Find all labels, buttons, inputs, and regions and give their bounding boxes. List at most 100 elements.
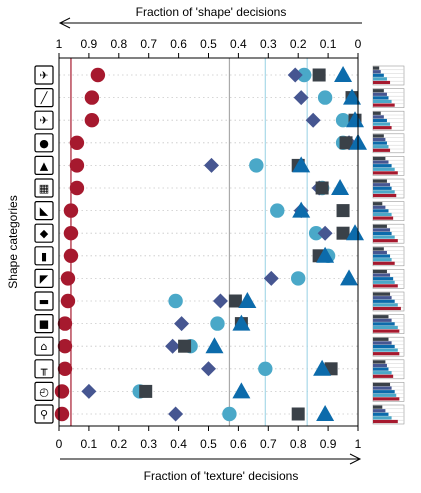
- mini-bar: [373, 126, 392, 130]
- square-marker: [339, 136, 353, 150]
- mini-bar: [373, 318, 392, 322]
- mini-bar: [373, 115, 384, 119]
- mini-bar: [373, 322, 395, 326]
- mini-bar: [373, 231, 392, 236]
- mini-bar: [373, 344, 395, 349]
- mini-bar: [373, 118, 387, 123]
- mini-bar: [373, 325, 398, 330]
- triangle-marker: [232, 382, 251, 399]
- dog-icon: ▲: [40, 159, 49, 172]
- category-icon-frame: [34, 359, 54, 379]
- circle-marker: [291, 271, 306, 286]
- triangle-marker: [316, 405, 335, 421]
- bottom-axis-tick-label: 0.4: [170, 437, 187, 451]
- mini-bar: [373, 183, 391, 187]
- bear-icon: ●: [39, 137, 49, 150]
- mini-bar: [373, 141, 387, 145]
- mini-bar: [373, 315, 389, 319]
- mini-bar: [373, 412, 389, 416]
- mini-bar: [373, 386, 392, 390]
- mini-bar: [373, 277, 394, 281]
- mini-bar: [373, 96, 389, 100]
- category-icon-frame: [34, 291, 54, 311]
- triangle-marker: [292, 201, 311, 218]
- circle-marker: [317, 90, 333, 105]
- mini-bar: [373, 367, 389, 371]
- bottom-axis-tick-label: 0.2: [110, 437, 127, 451]
- mini-bar: [373, 269, 387, 274]
- circle-marker: [69, 158, 85, 173]
- mini-bar: [373, 77, 387, 81]
- category-icon-frame: [34, 133, 54, 153]
- mini-bar: [373, 205, 386, 209]
- triangle-marker: [343, 88, 362, 105]
- mini-bar: [373, 306, 401, 311]
- category-icon-frame: [34, 268, 54, 288]
- top-axis-tick-label: 0.3: [260, 37, 277, 51]
- bird-icon: ◤: [40, 272, 49, 285]
- category-icon-frame: [34, 87, 54, 108]
- mini-bar: [373, 258, 392, 262]
- mini-bar: [373, 111, 381, 115]
- square-marker: [291, 407, 305, 421]
- mini-bar: [373, 186, 392, 190]
- mini-bar: [373, 284, 398, 288]
- mini-bar: [373, 348, 398, 352]
- grid-layer: [59, 74, 358, 415]
- airplane-2-icon: ✈: [39, 114, 48, 127]
- circle-marker: [60, 293, 76, 309]
- mini-bar: [373, 292, 391, 296]
- square-marker: [178, 339, 192, 353]
- mini-bar: [373, 209, 389, 213]
- top-axis-tick-label: 0.1: [320, 37, 337, 51]
- triangle-marker: [292, 156, 311, 173]
- circle-marker: [210, 316, 225, 331]
- bottom-axis-tick-label: 1: [355, 437, 362, 451]
- top-axis-tick-label: 0.9: [81, 37, 98, 51]
- bottom-axis-tick-label: 0.5: [200, 437, 217, 451]
- circle-marker: [335, 113, 351, 128]
- circle-marker: [63, 248, 79, 263]
- knife-icon: ╱: [40, 91, 49, 105]
- mini-bar: [373, 103, 395, 107]
- category-icon-frame: [34, 110, 54, 130]
- mini-bar: [373, 156, 386, 161]
- mini-bar: [373, 393, 397, 397]
- triangle-marker: [232, 314, 251, 331]
- circle-marker: [69, 180, 85, 196]
- mini-bar: [373, 337, 389, 341]
- mini-bar: [373, 224, 387, 228]
- mini-bar: [373, 137, 386, 142]
- mini-bar: [373, 397, 400, 401]
- bottom-axis-tick-label: 0.3: [140, 437, 157, 451]
- triangle-marker: [346, 224, 365, 241]
- circle-marker: [296, 67, 312, 83]
- triangle-marker: [205, 337, 224, 354]
- side-bars-layer: [372, 65, 405, 425]
- diamond-marker: [168, 406, 184, 422]
- clock-icon: ◴: [39, 385, 49, 398]
- triangle-marker: [316, 246, 335, 263]
- mini-bar: [373, 296, 392, 300]
- bicycle-icon: ⚲: [40, 408, 48, 421]
- truck-icon: ■: [39, 318, 49, 331]
- mini-bar: [373, 171, 398, 175]
- circle-marker: [63, 203, 79, 218]
- bottom-axis-tick-label: 0.8: [290, 437, 307, 451]
- bottom-direction-arrow-head: [349, 453, 362, 465]
- category-icon-frame: [34, 178, 54, 198]
- diamond-marker: [201, 361, 216, 377]
- mini-bar: [373, 99, 392, 104]
- square-marker: [139, 384, 153, 398]
- top-axis-tick-label: 0.2: [290, 37, 307, 51]
- category-icons-layer: ✈ ╱ ✈ ● ▲ ▦ ◣ ◆ ▮ ◤ ▬ ■ ⌂ ╥ ◴ ⚲: [34, 65, 54, 424]
- bottle-bin-icon: ▮: [41, 250, 47, 263]
- mini-bar: [373, 228, 391, 232]
- circle-marker: [57, 361, 73, 376]
- mini-bar: [373, 193, 397, 198]
- top-axis-tick-label: 0.4: [230, 37, 247, 51]
- top-axis-tick-label: 0.7: [140, 37, 157, 51]
- mini-bar: [373, 303, 398, 307]
- mini-bar: [373, 73, 384, 77]
